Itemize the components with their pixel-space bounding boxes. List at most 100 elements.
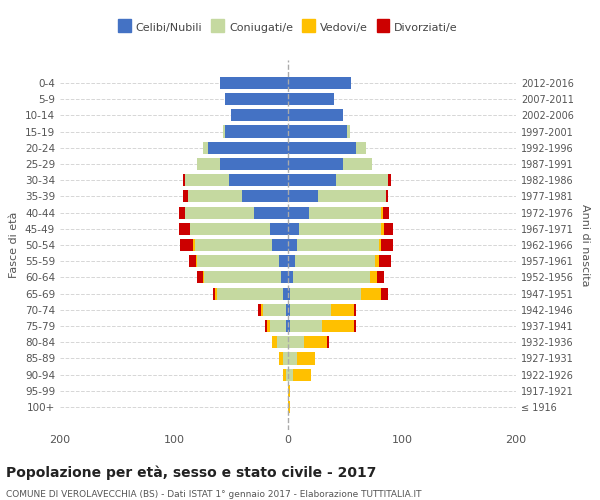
Bar <box>343 158 373 170</box>
Bar <box>185 206 254 218</box>
Bar <box>197 255 279 268</box>
Bar <box>288 239 297 251</box>
Bar <box>317 190 386 202</box>
Bar <box>220 77 288 89</box>
Bar <box>288 401 290 413</box>
Bar <box>288 77 350 89</box>
Bar <box>260 304 263 316</box>
Bar <box>279 255 288 268</box>
Bar <box>288 190 317 202</box>
Bar <box>336 174 388 186</box>
Bar <box>331 304 354 316</box>
Bar <box>213 288 215 300</box>
Bar <box>196 255 197 268</box>
Bar <box>272 336 277 348</box>
Bar <box>288 368 293 381</box>
Bar <box>384 222 393 235</box>
Bar <box>382 222 384 235</box>
Bar <box>263 304 286 316</box>
Bar <box>297 352 316 364</box>
Bar <box>288 174 336 186</box>
Bar <box>188 190 242 202</box>
Bar <box>254 206 288 218</box>
Bar <box>290 320 322 332</box>
Bar <box>347 126 350 138</box>
Bar <box>379 255 391 268</box>
Bar <box>226 126 288 138</box>
Bar <box>288 255 295 268</box>
Bar <box>277 336 288 348</box>
Text: Popolazione per età, sesso e stato civile - 2017: Popolazione per età, sesso e stato civil… <box>6 465 376 479</box>
Bar <box>180 239 193 251</box>
Bar <box>290 288 361 300</box>
Text: COMUNE DI VEROLAVECCHIA (BS) - Dati ISTAT 1° gennaio 2017 - Elaborazione TUTTITA: COMUNE DI VEROLAVECCHIA (BS) - Dati ISTA… <box>6 490 421 499</box>
Bar <box>283 352 288 364</box>
Bar <box>304 336 327 348</box>
Bar <box>183 174 185 186</box>
Bar <box>354 320 356 332</box>
Bar <box>272 239 288 251</box>
Bar <box>322 320 354 332</box>
Bar <box>283 288 288 300</box>
Bar <box>293 272 370 283</box>
Bar <box>270 222 288 235</box>
Bar <box>179 206 185 218</box>
Bar <box>194 239 272 251</box>
Bar <box>308 206 382 218</box>
Bar <box>281 272 288 283</box>
Bar <box>299 222 382 235</box>
Bar <box>193 239 194 251</box>
Legend: Celibi/Nubili, Coniugati/e, Vedovi/e, Divorziati/e: Celibi/Nubili, Coniugati/e, Vedovi/e, Di… <box>113 18 463 37</box>
Bar <box>288 304 290 316</box>
Bar <box>226 93 288 105</box>
Bar <box>288 385 290 397</box>
Bar <box>361 288 382 300</box>
Bar <box>288 206 308 218</box>
Bar <box>288 93 334 105</box>
Y-axis label: Anni di nascita: Anni di nascita <box>580 204 590 286</box>
Bar <box>223 126 226 138</box>
Bar <box>259 304 260 316</box>
Bar <box>297 239 379 251</box>
Bar <box>290 304 331 316</box>
Bar <box>279 352 283 364</box>
Bar <box>265 320 268 332</box>
Bar <box>185 174 229 186</box>
Bar <box>231 109 288 122</box>
Bar <box>288 142 356 154</box>
Bar <box>197 272 203 283</box>
Bar <box>288 288 290 300</box>
Bar <box>268 320 270 332</box>
Bar <box>179 222 190 235</box>
Bar <box>293 368 311 381</box>
Bar <box>386 190 388 202</box>
Bar <box>383 206 389 218</box>
Bar <box>288 320 290 332</box>
Bar <box>183 190 188 202</box>
Bar <box>374 255 379 268</box>
Bar <box>203 272 281 283</box>
Bar <box>382 288 388 300</box>
Bar <box>354 304 356 316</box>
Bar <box>286 304 288 316</box>
Bar <box>288 109 343 122</box>
Bar <box>217 288 283 300</box>
Bar <box>288 272 293 283</box>
Bar <box>288 222 299 235</box>
Bar <box>197 158 220 170</box>
Bar <box>189 255 196 268</box>
Bar <box>370 272 377 283</box>
Bar <box>379 239 382 251</box>
Y-axis label: Fasce di età: Fasce di età <box>10 212 19 278</box>
Bar <box>382 206 383 218</box>
Bar <box>288 158 343 170</box>
Bar <box>203 142 208 154</box>
Bar <box>288 352 297 364</box>
Bar <box>190 222 270 235</box>
Bar <box>242 190 288 202</box>
Bar <box>286 320 288 332</box>
Bar <box>229 174 288 186</box>
Bar <box>270 320 286 332</box>
Bar <box>388 174 391 186</box>
Bar <box>215 288 217 300</box>
